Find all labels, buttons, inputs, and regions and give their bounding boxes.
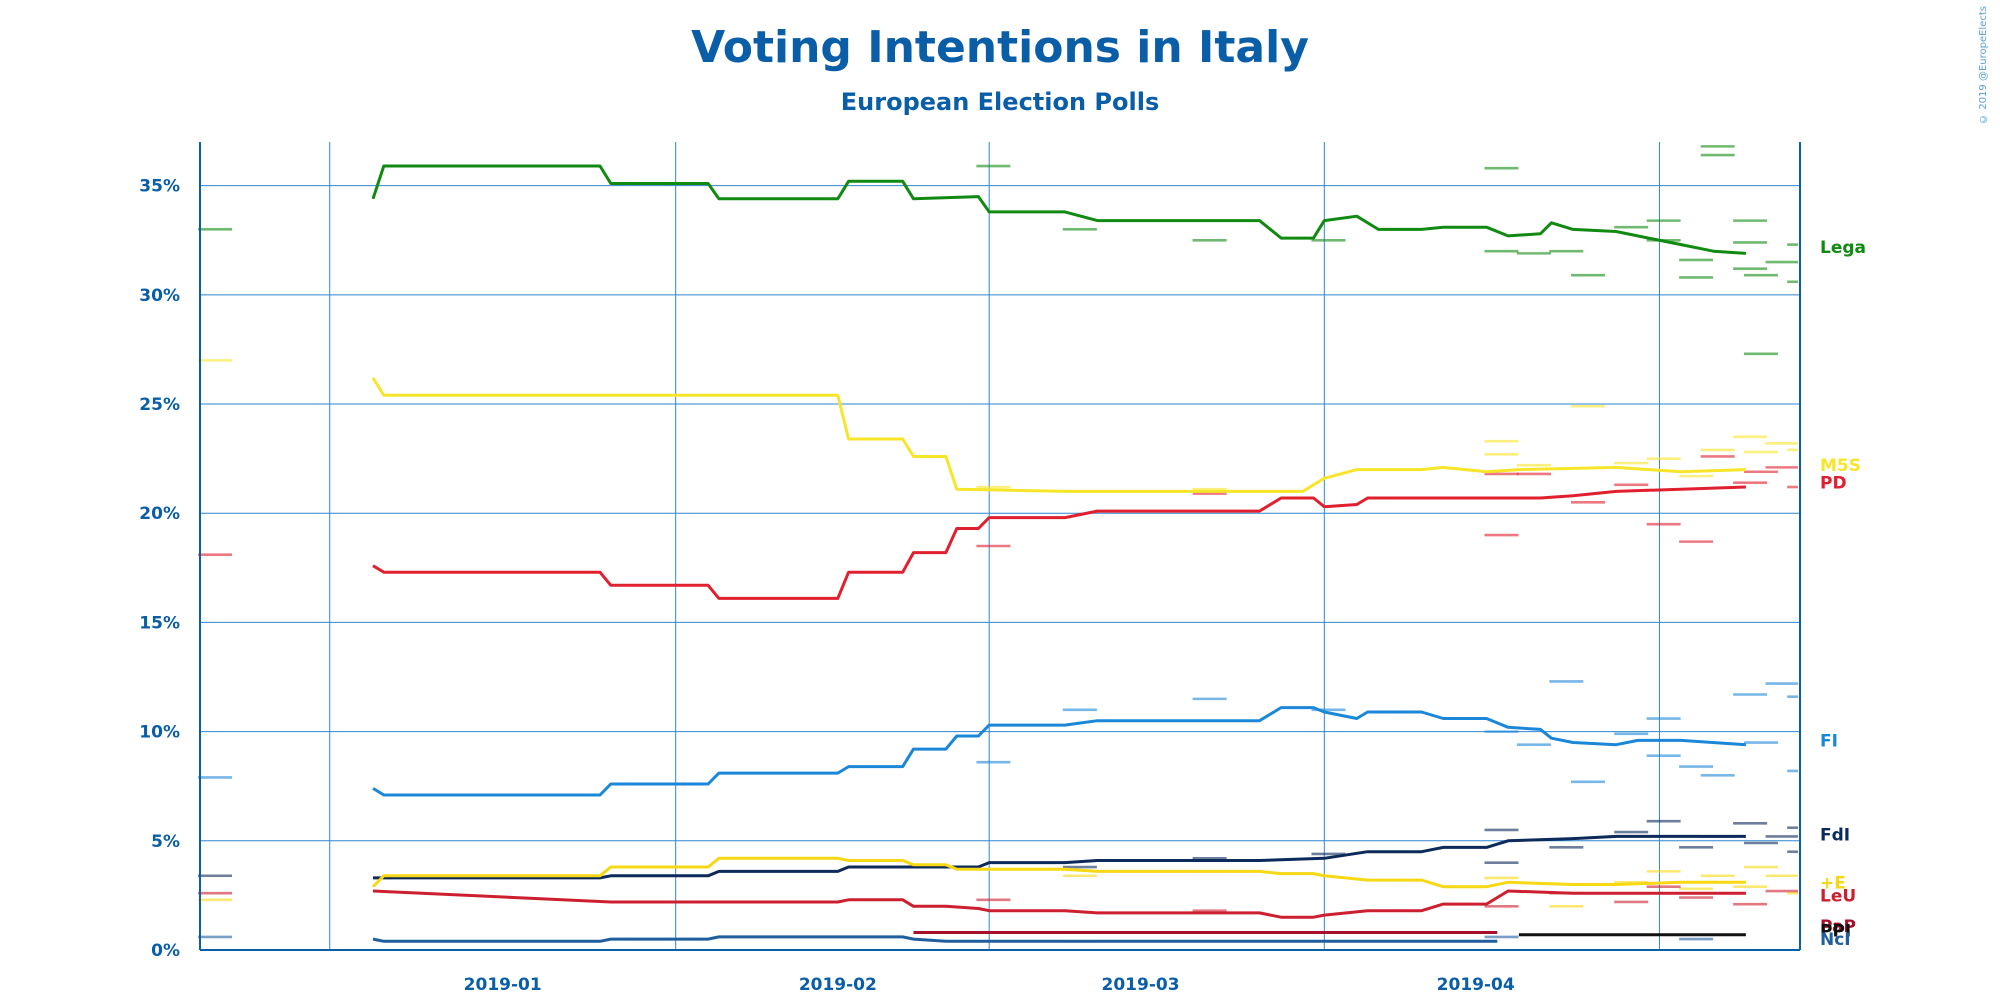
x-tick-label: 2019-01 bbox=[464, 975, 542, 995]
party-label: M5S bbox=[1820, 456, 1861, 476]
series-line-pd bbox=[372, 485, 1746, 600]
axes: 0% 5% 10% 15% 20% 25% 30% 35% 2019-01 2019-02 2019… bbox=[139, 142, 1801, 995]
party-label: PD bbox=[1820, 474, 1847, 494]
party-label: FI bbox=[1820, 731, 1838, 751]
series-line-leu bbox=[372, 889, 1746, 919]
chart-title: Voting Intentions in Italy bbox=[691, 22, 1309, 73]
x-tick-label: 2019-03 bbox=[1102, 975, 1180, 995]
party-label: PPI bbox=[1820, 921, 1851, 941]
party-label: Lega bbox=[1820, 238, 1866, 258]
y-tick-label: 5% bbox=[151, 832, 180, 852]
series-line-fdi bbox=[373, 834, 1746, 880]
trend-lines bbox=[371, 164, 1747, 943]
x-tick-label: 2019-02 bbox=[799, 975, 877, 995]
y-tick-label: 20% bbox=[139, 504, 180, 524]
series-line-m5s bbox=[371, 377, 1746, 493]
party-label: FdI bbox=[1820, 825, 1850, 845]
y-tick-label: 0% bbox=[151, 941, 180, 961]
party-label: +E bbox=[1820, 873, 1846, 893]
y-tick-label: 25% bbox=[139, 395, 180, 415]
y-tick-label: 35% bbox=[139, 177, 180, 197]
y-tick-label: 15% bbox=[139, 613, 180, 633]
individual-polls bbox=[198, 145, 1798, 943]
party-label: PaP bbox=[1820, 917, 1856, 937]
series-line-e bbox=[371, 856, 1746, 889]
series-line-fi bbox=[372, 706, 1746, 797]
y-tick-label: 30% bbox=[139, 286, 180, 306]
party-label: NcI bbox=[1820, 930, 1851, 950]
chart-subtitle: European Election Polls bbox=[840, 88, 1160, 116]
x-tick-label: 2019-04 bbox=[1437, 975, 1515, 995]
party-label: LeU bbox=[1820, 886, 1856, 906]
series-line-lega bbox=[371, 164, 1747, 255]
series-line-nci bbox=[372, 935, 1498, 943]
y-tick-label: 10% bbox=[139, 723, 180, 743]
